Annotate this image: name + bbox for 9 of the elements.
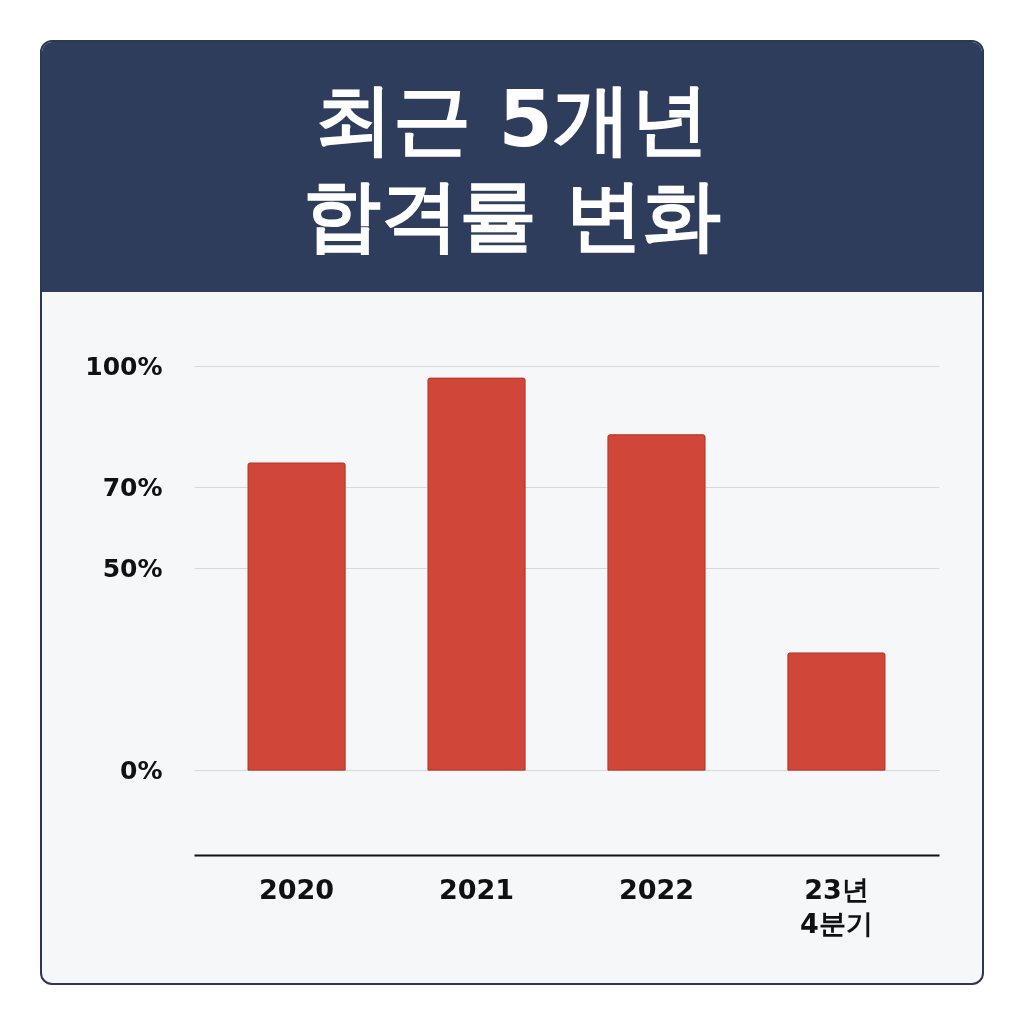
y-tick-label: 0% (120, 755, 163, 785)
x-tick-label: 2022 (618, 873, 695, 905)
x-tick-label: 2021 (438, 873, 515, 905)
y-tick-label: 100% (85, 351, 163, 381)
y-tick-label: 50% (102, 553, 163, 583)
y-tick-label: 70% (102, 472, 163, 502)
x-tick-label: 23년 4분기 (800, 873, 873, 939)
chart-title: 최근 5개년 합격률 변화 (302, 73, 722, 262)
x-tick-label: 2020 (258, 873, 335, 905)
